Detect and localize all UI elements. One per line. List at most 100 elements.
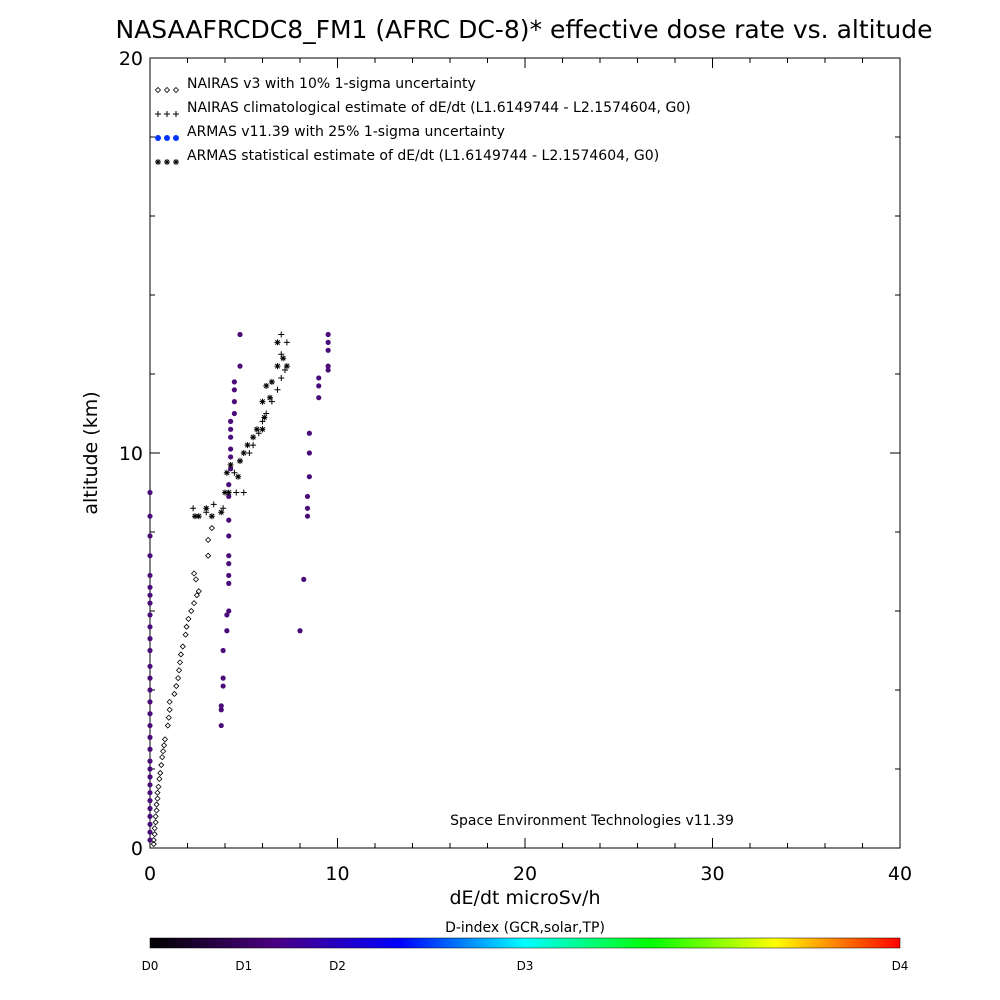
armas-point (226, 533, 232, 539)
armas-statistical-point (244, 442, 251, 449)
x-tick-label: 30 (700, 863, 724, 885)
axis-ticks (149, 57, 901, 849)
armas-statistical-point (222, 489, 228, 496)
armas-statistical-point (280, 355, 287, 362)
armas-point (237, 331, 243, 338)
armas-point (147, 798, 153, 804)
armas-point (231, 410, 237, 417)
nairas-climatology-point (250, 442, 257, 449)
armas-point (297, 628, 303, 634)
legend-marker (154, 86, 162, 94)
armas-statistical-point (267, 394, 273, 401)
armas-statistical-point (274, 363, 281, 370)
plot-frame (149, 57, 901, 849)
armas-point (147, 533, 153, 539)
x-axis-label: dE/dt microSv/h (449, 887, 600, 909)
armas-point (147, 647, 153, 654)
armas-statistical-point (223, 469, 230, 476)
x-tick-label: 40 (888, 863, 912, 885)
armas-point (306, 450, 312, 456)
armas-point (147, 805, 153, 812)
armas-statistical-point (259, 398, 266, 405)
nairas-v3-point (192, 576, 200, 583)
colorbar-title: D-index (GCR,solar,TP) (445, 920, 605, 936)
colorbar-label: D0 (142, 959, 159, 973)
armas-point (147, 489, 153, 496)
armas-point (147, 774, 153, 780)
nairas-v3-point (176, 659, 184, 666)
armas-statistical-point (259, 426, 266, 433)
armas-point (226, 572, 232, 579)
armas-point (147, 766, 153, 772)
nairas-v3-point (195, 588, 202, 595)
armas-statistical-point (227, 461, 234, 468)
legend-marker (173, 135, 179, 141)
armas-point (218, 722, 224, 729)
nairas-v3-point (166, 706, 173, 713)
armas-point (226, 482, 232, 488)
legend-marker (173, 159, 179, 165)
nairas-climatology-point (210, 501, 217, 508)
nairas-climatology-point (240, 489, 247, 496)
nairas-v3-point (160, 742, 168, 749)
nairas-v3-point (190, 570, 198, 577)
nairas-v3-point (156, 775, 163, 782)
armas-point (147, 513, 153, 519)
nairas-v3-point (173, 682, 180, 690)
legend-entry: ARMAS statistical estimate of dE/dt (L1.… (187, 148, 659, 164)
armas-statistical-point (195, 513, 202, 520)
armas-point (226, 493, 232, 500)
nairas-v3-point (159, 754, 166, 761)
armas-point (301, 576, 307, 583)
legend-marker (164, 111, 170, 117)
armas-point (147, 675, 153, 681)
nairas-v3-point (155, 783, 162, 790)
armas-point (325, 331, 331, 338)
nairas-v3-point (208, 524, 215, 532)
armas-point (147, 624, 153, 630)
legend-marker (155, 159, 161, 165)
armas-point (316, 395, 322, 401)
armas-statistical-point (235, 473, 242, 480)
armas-statistical-point (240, 450, 247, 456)
armas-point (226, 517, 232, 523)
colorbar-labels: D0 D1 D2 D3 D4 (142, 959, 909, 973)
armas-point (147, 687, 153, 693)
y-tick-label: 20 (119, 48, 143, 70)
armas-point (224, 612, 230, 618)
colorbar-label: D4 (892, 959, 909, 973)
armas-point (218, 707, 224, 713)
armas-point (228, 454, 234, 460)
armas-point (237, 363, 243, 369)
armas-statistical-point (203, 505, 210, 512)
armas-point (147, 663, 153, 669)
armas-point (147, 636, 153, 642)
nairas-climatology-point (246, 450, 253, 456)
y-axis-label: altitude (km) (80, 391, 102, 514)
nairas-v3-point (193, 592, 200, 599)
armas-point (147, 813, 153, 820)
legend-marker (173, 111, 179, 117)
armas-point (325, 363, 331, 369)
armas-point (228, 446, 234, 452)
armas-point (228, 426, 234, 432)
chart-title: NASAAFRCDC8_FM1 (AFRC DC-8)* effective d… (116, 15, 933, 44)
nairas-v3-point (166, 698, 173, 705)
nairas-v3-point (179, 643, 186, 650)
armas-point (147, 584, 153, 590)
x-tick-label: 10 (325, 863, 349, 885)
annotation-credit: Space Environment Technologies v11.39 (450, 813, 734, 829)
nairas-v3-point (151, 831, 158, 838)
armas-statistical-point (208, 513, 215, 520)
nairas-v3-point (153, 801, 160, 808)
nairas-v3-point (190, 600, 198, 607)
nairas-climatology-point (190, 505, 197, 512)
armas-point (228, 434, 234, 440)
armas-point (224, 628, 230, 634)
nairas-v3-point (154, 789, 161, 796)
armas-point (226, 580, 232, 586)
nairas-v3-point (161, 736, 169, 743)
legend-marker (155, 111, 161, 117)
armas-statistical-point (237, 457, 243, 464)
armas-point (325, 339, 331, 345)
